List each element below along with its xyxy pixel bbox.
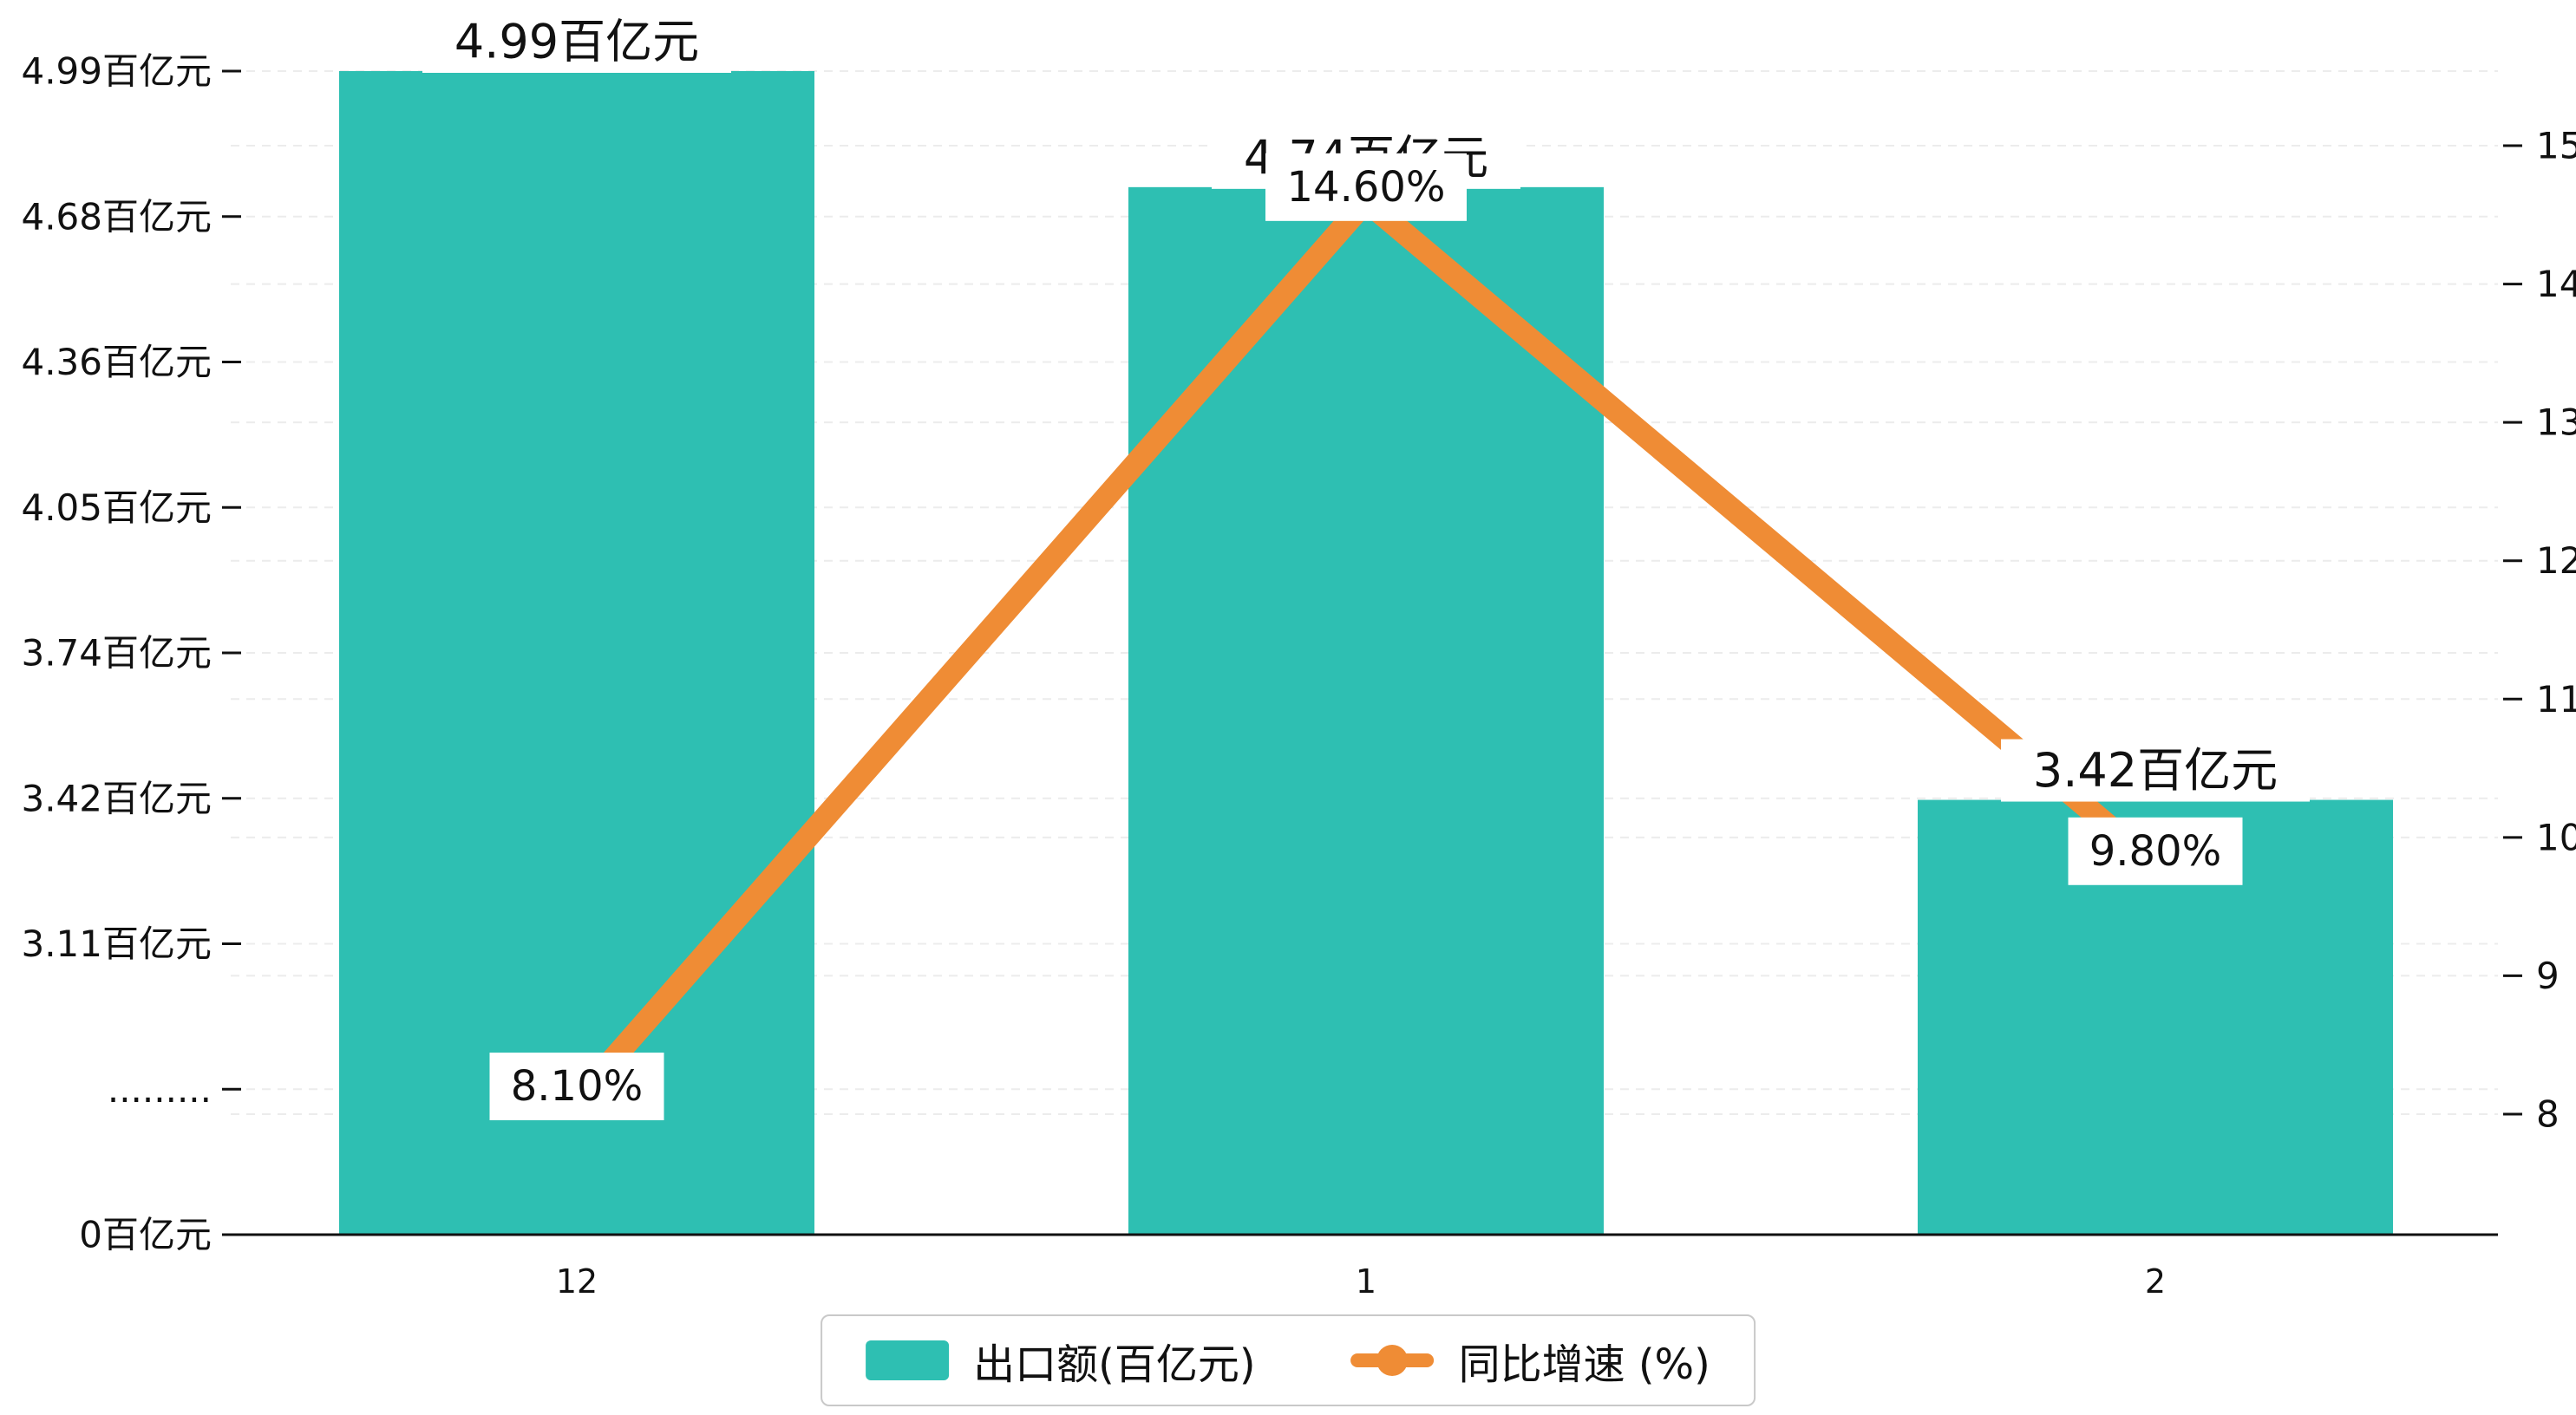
right-tick-label: 11 bbox=[2536, 678, 2576, 721]
right-tick-label: 15 bbox=[2536, 125, 2576, 167]
left-tick-label: ......... bbox=[108, 1068, 212, 1111]
left-tick-label: 4.05百亿元 bbox=[21, 486, 212, 529]
legend-item-growth: 同比增速 (%) bbox=[1350, 1330, 1710, 1391]
line-label: 9.80% bbox=[2089, 827, 2221, 876]
left-tick-label: 3.11百亿元 bbox=[21, 923, 212, 965]
bar-label-bg bbox=[422, 10, 731, 73]
right-tick-label: 9 bbox=[2536, 955, 2560, 997]
left-tick-label: 4.36百亿元 bbox=[21, 341, 212, 383]
left-tick-label: 4.68百亿元 bbox=[21, 195, 212, 238]
x-tick-label: 1 bbox=[1356, 1262, 1376, 1301]
bar-12 bbox=[339, 71, 814, 1235]
bar-1 bbox=[1128, 186, 1604, 1236]
x-tick-label: 2 bbox=[2145, 1262, 2166, 1301]
left-tick-label: 0百亿元 bbox=[79, 1214, 212, 1256]
bar-label: 3.42百亿元 bbox=[2033, 743, 2278, 798]
line-label-bg bbox=[2068, 817, 2243, 885]
legend: 出口额(百亿元) 同比增速 (%) bbox=[821, 1314, 1755, 1406]
legend-label-growth: 同比增速 (%) bbox=[1458, 1340, 1710, 1389]
bar-label: 4.99百亿元 bbox=[454, 15, 699, 69]
line-label-bg bbox=[489, 1053, 664, 1121]
legend-line-marker-icon bbox=[1350, 1345, 1435, 1376]
legend-bar-swatch-icon bbox=[866, 1340, 950, 1380]
right-tick-label: 14 bbox=[2536, 263, 2576, 305]
legend-label-export: 出口额(百亿元) bbox=[973, 1340, 1256, 1389]
legend-item-export: 出口额(百亿元) bbox=[866, 1330, 1256, 1391]
left-tick-label: 3.74百亿元 bbox=[21, 632, 212, 675]
right-tick-label: 13 bbox=[2536, 401, 2576, 444]
line-label: 8.10% bbox=[511, 1062, 643, 1111]
left-tick-label: 4.99百亿元 bbox=[21, 50, 212, 93]
bar-label-bg bbox=[2001, 739, 2310, 802]
right-tick-label: 8 bbox=[2536, 1093, 2560, 1136]
right-tick-label: 10 bbox=[2536, 816, 2576, 858]
line-label-bg bbox=[1265, 153, 1467, 221]
legend-line-dot-icon bbox=[1376, 1345, 1409, 1376]
x-tick-label: 12 bbox=[556, 1262, 598, 1301]
line-label: 14.60% bbox=[1286, 163, 1445, 212]
left-tick-label: 3.42百亿元 bbox=[21, 777, 212, 819]
right-tick-label: 12 bbox=[2536, 539, 2576, 582]
